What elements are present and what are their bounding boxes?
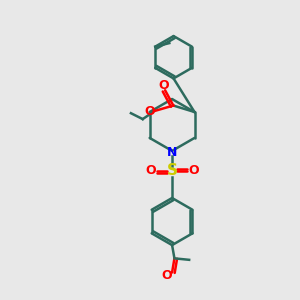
Text: O: O [146,164,156,177]
Text: O: O [145,105,155,118]
Text: N: N [167,146,177,159]
Text: S: S [167,164,178,178]
Text: O: O [188,164,199,177]
Text: O: O [159,79,169,92]
Text: O: O [161,269,172,282]
